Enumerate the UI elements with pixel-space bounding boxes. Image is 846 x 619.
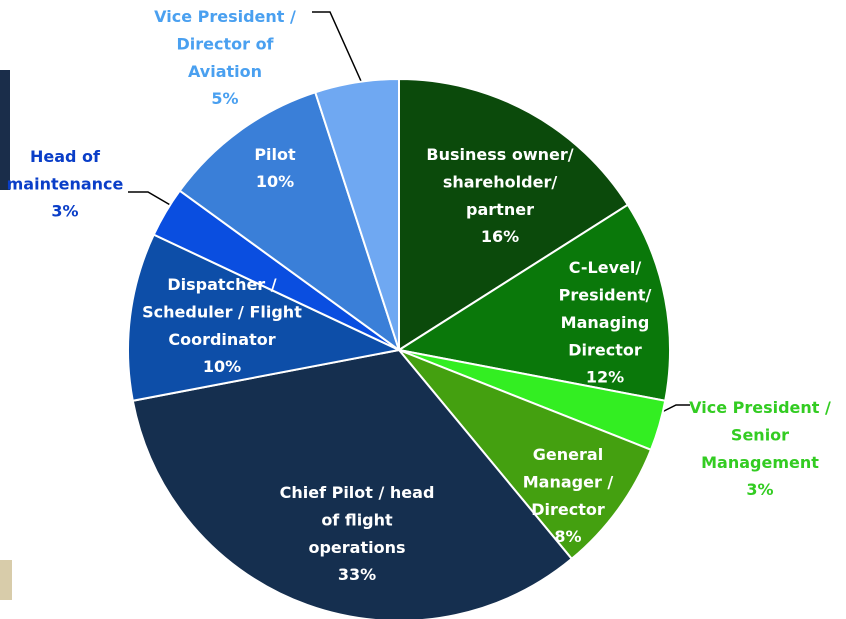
label-line: of flight xyxy=(321,510,393,529)
pie-slice xyxy=(398,349,653,561)
label-line: Vice President / xyxy=(689,398,831,417)
label-line: Director xyxy=(568,340,642,359)
slice-label: Head of maintenance xyxy=(7,147,124,194)
slice-value-label: 8% xyxy=(554,527,581,546)
label-line: Chief Pilot / head xyxy=(280,483,435,502)
leader-line xyxy=(128,191,173,207)
label-line: operations xyxy=(308,538,405,557)
label-line: Aviation xyxy=(188,62,262,81)
slice-value-label: 3% xyxy=(746,480,773,499)
slice-label: Business owner/shareholder/partner xyxy=(426,145,573,219)
label-line: C-Level/ xyxy=(569,258,642,277)
leader-line xyxy=(312,11,366,91)
background-panel xyxy=(0,560,12,600)
pie-slice xyxy=(127,233,403,402)
slice-label: Vice President / Senior Management xyxy=(689,398,831,472)
label-line: maintenance xyxy=(7,174,124,193)
label-line: Coordinator xyxy=(168,330,275,349)
label-line: Dispatcher / xyxy=(167,275,276,294)
label-line: Managing xyxy=(561,313,650,332)
label-line: Head of xyxy=(30,147,101,166)
leader-line xyxy=(661,404,690,413)
background-panel xyxy=(0,70,10,190)
label-line: Business owner/ xyxy=(426,145,573,164)
pie-slice xyxy=(313,77,400,351)
slice-value-label: 5% xyxy=(211,89,238,108)
pie-slice xyxy=(396,203,671,402)
label-line: Management xyxy=(701,453,819,472)
label-line: partner xyxy=(466,200,534,219)
slice-value-label: 33% xyxy=(338,565,376,584)
pie-slice xyxy=(131,348,574,619)
slice-value-label: 10% xyxy=(203,357,241,376)
slice-value-label: 16% xyxy=(481,227,519,246)
label-line: Scheduler / Flight xyxy=(142,302,302,321)
label-line: Manager / xyxy=(523,472,614,491)
label-line: General xyxy=(533,445,603,464)
pie-slice xyxy=(398,77,630,352)
slice-label: C-Level/President/Managing Director xyxy=(559,258,652,360)
slice-value-label: 3% xyxy=(51,202,78,221)
slice-label: Vice President / Director of Aviation xyxy=(154,7,296,81)
slice-label: Pilot xyxy=(254,145,296,164)
slice-value-label: 10% xyxy=(256,172,294,191)
slice-value-label: 12% xyxy=(586,368,624,387)
slice-label: Chief Pilot / head of flight operations xyxy=(280,483,435,557)
label-line: shareholder/ xyxy=(443,172,558,191)
label-line: President/ xyxy=(559,285,652,304)
slices xyxy=(127,77,671,619)
label-line: Director xyxy=(531,500,605,519)
slice-label: Dispatcher / Scheduler / Flight Coordinato… xyxy=(142,275,302,349)
slice-label: General Manager / Director xyxy=(523,445,614,519)
label-line: Senior xyxy=(731,425,789,444)
pie-slice xyxy=(178,91,401,353)
label-line: Pilot xyxy=(254,145,296,164)
label-line: Vice President / xyxy=(154,7,296,26)
label-line: Director of xyxy=(176,34,274,53)
